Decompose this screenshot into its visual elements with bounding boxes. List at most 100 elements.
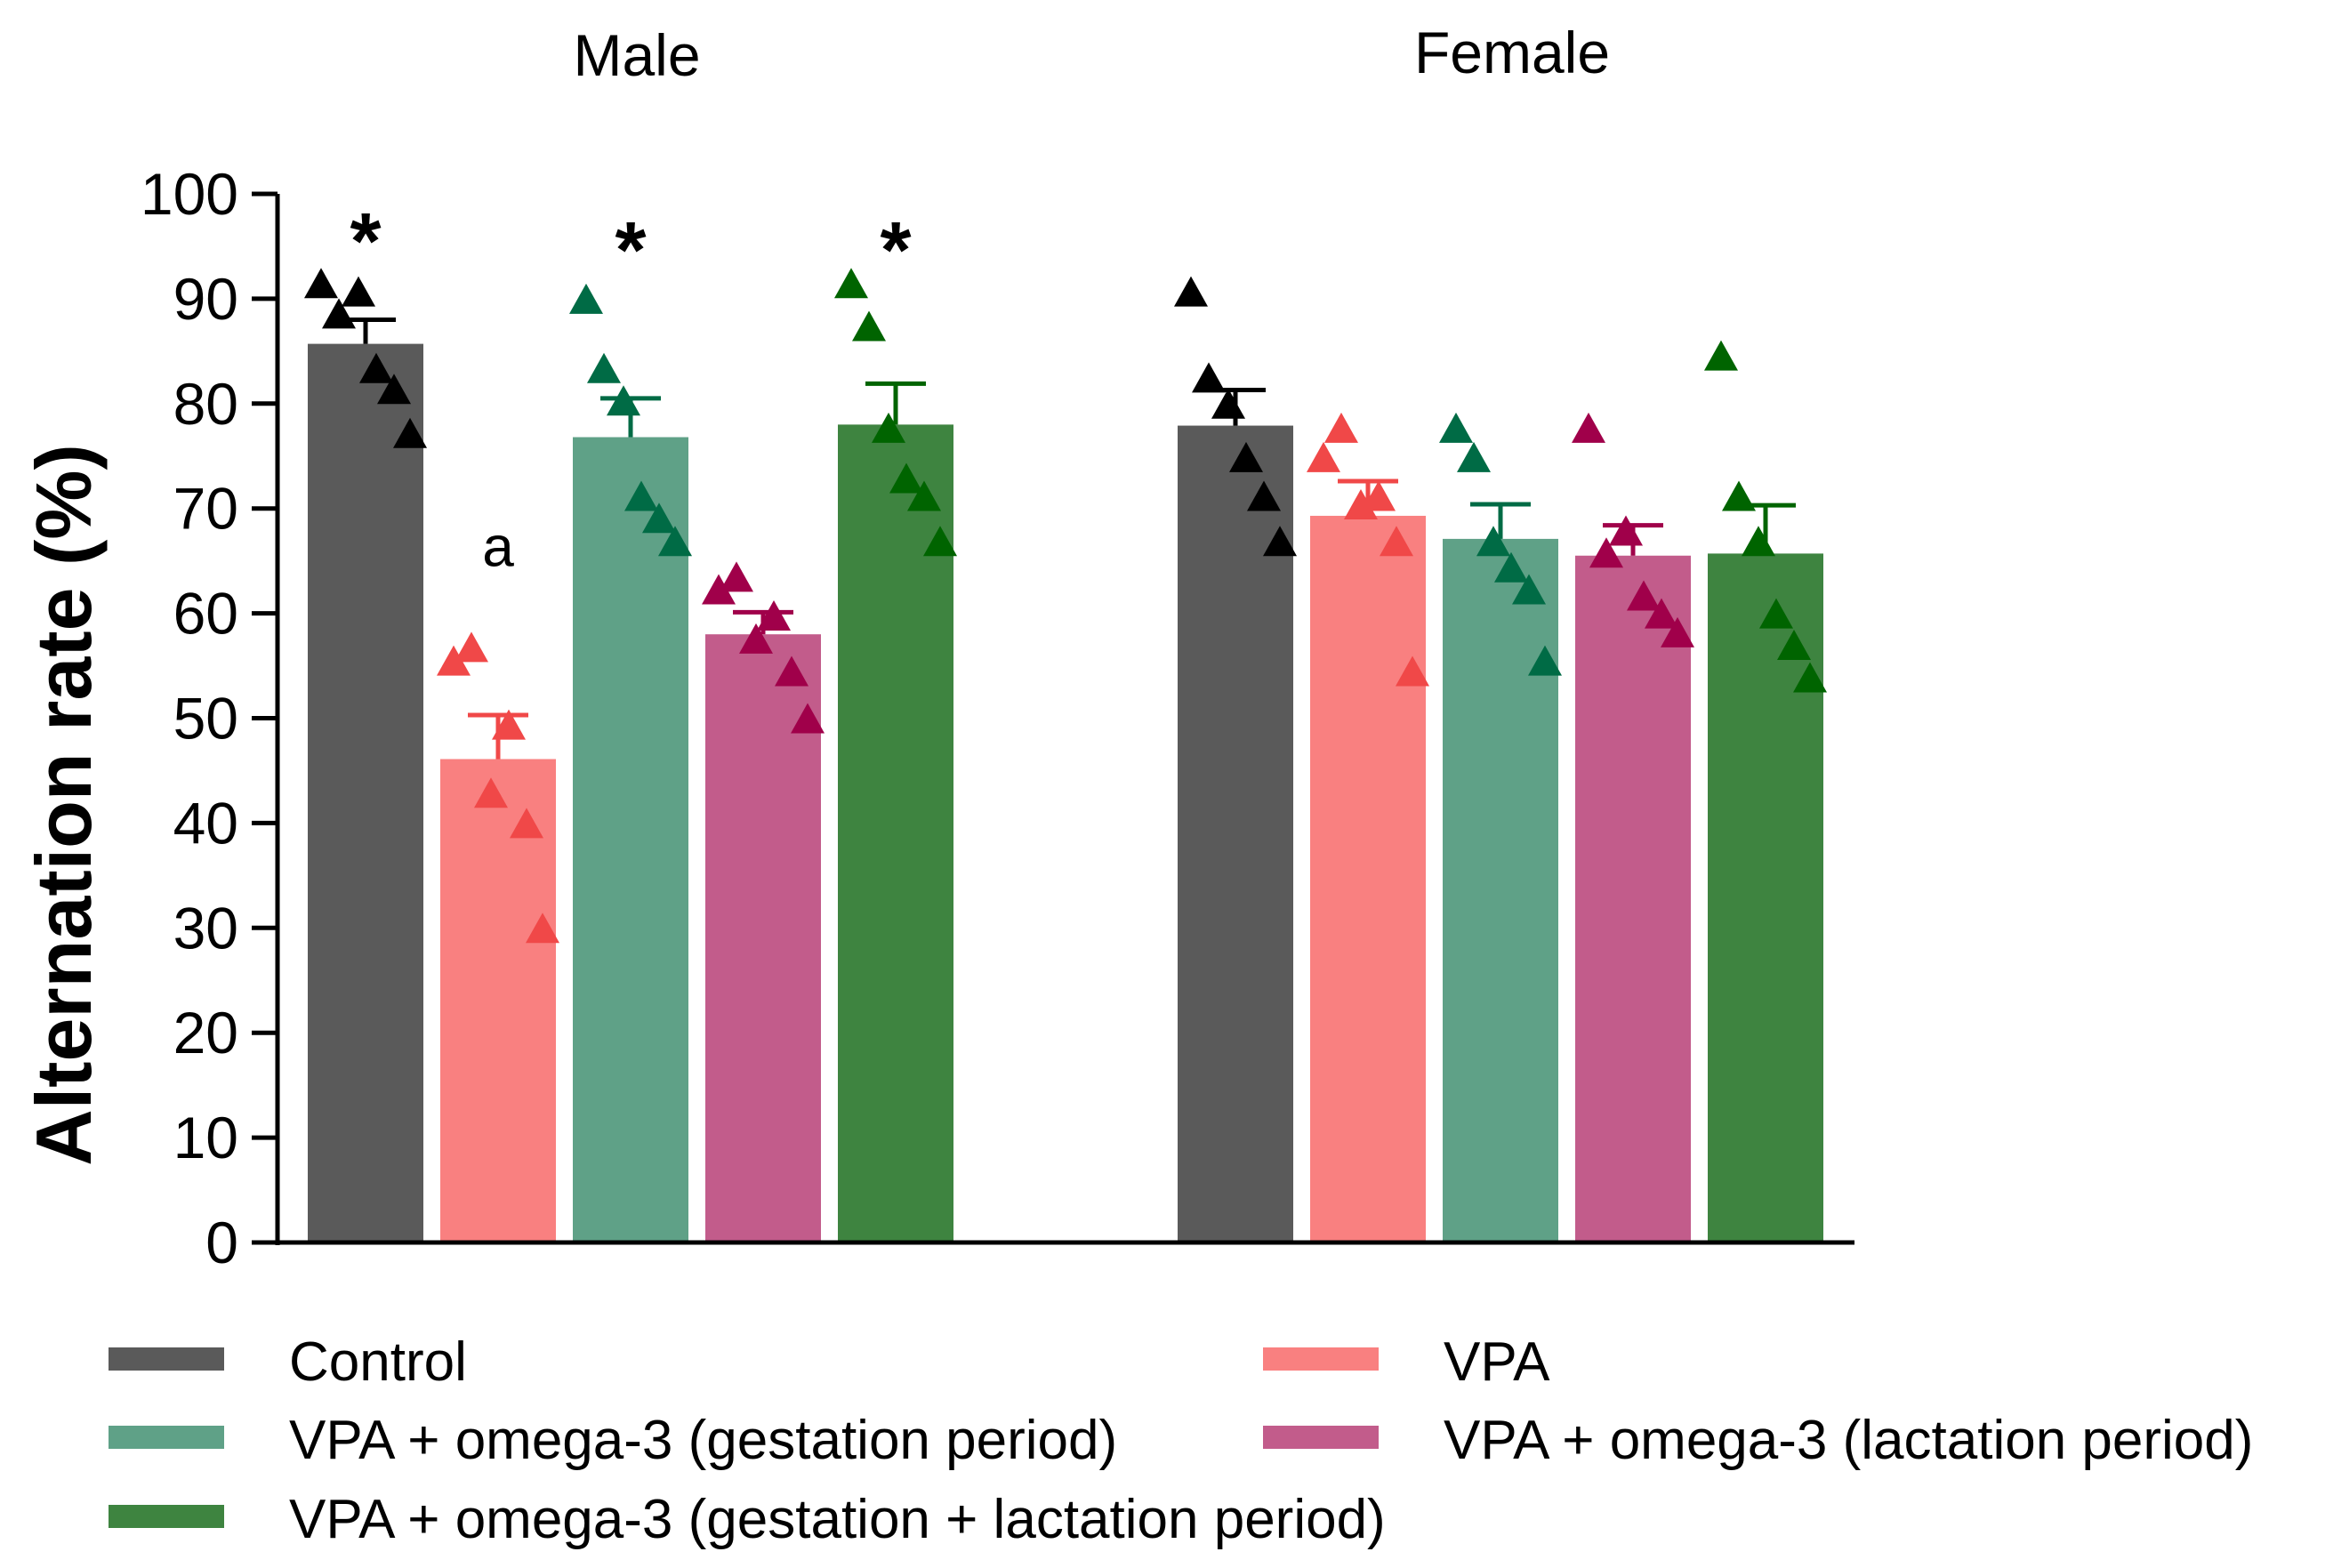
y-tick-label: 30 xyxy=(173,895,238,961)
data-point xyxy=(739,623,773,654)
y-tick-label: 70 xyxy=(173,476,238,542)
data-point xyxy=(1307,441,1340,472)
bar xyxy=(573,437,688,1242)
data-point xyxy=(757,599,791,631)
bars-layer xyxy=(308,343,1823,1243)
group-title-male: Male xyxy=(573,22,700,88)
data-point xyxy=(834,268,868,299)
legend: Control VPA VPA + omega-3 (gestation per… xyxy=(109,1331,2253,1550)
data-point xyxy=(1174,276,1208,307)
legend-label-gestation: VPA + omega-3 (gestation period) xyxy=(289,1410,1117,1471)
data-point xyxy=(1247,480,1281,511)
data-point xyxy=(1263,526,1297,557)
data-point xyxy=(642,503,676,534)
legend-swatch-vpa xyxy=(1263,1347,1379,1371)
data-point xyxy=(322,298,356,329)
bar xyxy=(1575,555,1691,1242)
data-point xyxy=(526,913,559,944)
y-tick-label: 10 xyxy=(173,1105,238,1170)
y-tick-label: 40 xyxy=(173,790,238,856)
data-point xyxy=(393,417,427,448)
data-point xyxy=(1627,580,1661,611)
y-tick-label: 60 xyxy=(173,581,238,647)
y-tick-label: 80 xyxy=(173,371,238,437)
data-point xyxy=(474,777,508,808)
data-point xyxy=(702,574,736,605)
y-ticks: 0 10 20 30 40 50 60 70 80 90 100 xyxy=(141,161,278,1275)
bar xyxy=(1310,515,1426,1242)
significance-asterisk: * xyxy=(350,197,381,286)
data-point xyxy=(587,352,621,383)
points-layer xyxy=(304,268,1827,944)
data-point xyxy=(1229,441,1263,472)
data-point xyxy=(1777,629,1811,660)
legend-label-gestation-lactation: VPA + omega-3 (gestation + lactation per… xyxy=(289,1489,1386,1550)
data-point xyxy=(1759,598,1793,629)
y-tick-label: 90 xyxy=(173,266,238,332)
data-point xyxy=(907,480,941,511)
data-point xyxy=(1192,362,1226,393)
data-point xyxy=(775,655,809,687)
data-point xyxy=(923,526,957,557)
data-point xyxy=(607,385,640,416)
legend-label-lactation: VPA + omega-3 (lactation period) xyxy=(1444,1410,2253,1471)
y-tick-label: 100 xyxy=(141,161,238,227)
data-point xyxy=(1589,537,1623,568)
data-point xyxy=(1645,598,1678,629)
data-point xyxy=(852,310,886,342)
data-point xyxy=(377,374,411,405)
bar xyxy=(705,634,821,1242)
legend-swatch-lactation xyxy=(1263,1426,1379,1449)
data-point xyxy=(455,631,488,663)
data-point xyxy=(624,480,658,511)
group-title-female: Female xyxy=(1414,20,1610,85)
data-point xyxy=(1476,526,1510,557)
data-point xyxy=(658,526,692,557)
data-point xyxy=(720,561,753,592)
bar xyxy=(838,424,953,1242)
bar xyxy=(1178,425,1293,1243)
bar xyxy=(1708,553,1823,1242)
significance-letter: a xyxy=(482,515,514,579)
data-point xyxy=(1704,340,1738,371)
data-point xyxy=(437,645,471,676)
data-point xyxy=(1512,574,1546,605)
data-point xyxy=(510,808,543,839)
data-point xyxy=(872,412,905,443)
data-point xyxy=(1494,551,1528,583)
legend-swatch-control xyxy=(109,1347,224,1371)
data-point xyxy=(889,462,923,494)
data-point xyxy=(342,276,375,307)
legend-label-vpa: VPA xyxy=(1444,1331,1550,1393)
data-point xyxy=(492,709,526,740)
legend-swatch-gestation-lactation xyxy=(109,1505,224,1528)
data-point xyxy=(1572,412,1605,443)
data-point xyxy=(1722,480,1756,511)
data-point xyxy=(1793,662,1827,693)
data-point xyxy=(791,703,825,734)
data-point xyxy=(1396,655,1429,687)
y-tick-label: 20 xyxy=(173,1000,238,1065)
data-point xyxy=(1324,412,1358,443)
data-point xyxy=(359,352,393,383)
data-point xyxy=(569,283,603,314)
bar xyxy=(440,759,556,1242)
significance-asterisk: * xyxy=(615,206,646,295)
data-point xyxy=(1211,388,1245,419)
bar xyxy=(1443,538,1558,1242)
data-point xyxy=(1439,412,1473,443)
data-point xyxy=(304,268,338,299)
legend-label-control: Control xyxy=(289,1331,467,1393)
y-tick-label: 50 xyxy=(173,686,238,752)
data-point xyxy=(1457,441,1491,472)
data-point xyxy=(1609,515,1643,546)
data-point xyxy=(1380,526,1413,557)
data-point xyxy=(1742,526,1775,557)
legend-swatch-gestation xyxy=(109,1426,224,1449)
data-point xyxy=(1661,616,1694,647)
y-tick-label: 0 xyxy=(205,1210,238,1275)
data-point xyxy=(1528,645,1562,676)
y-axis-label: Alternation rate (%) xyxy=(20,444,108,1166)
data-point xyxy=(1362,480,1396,511)
